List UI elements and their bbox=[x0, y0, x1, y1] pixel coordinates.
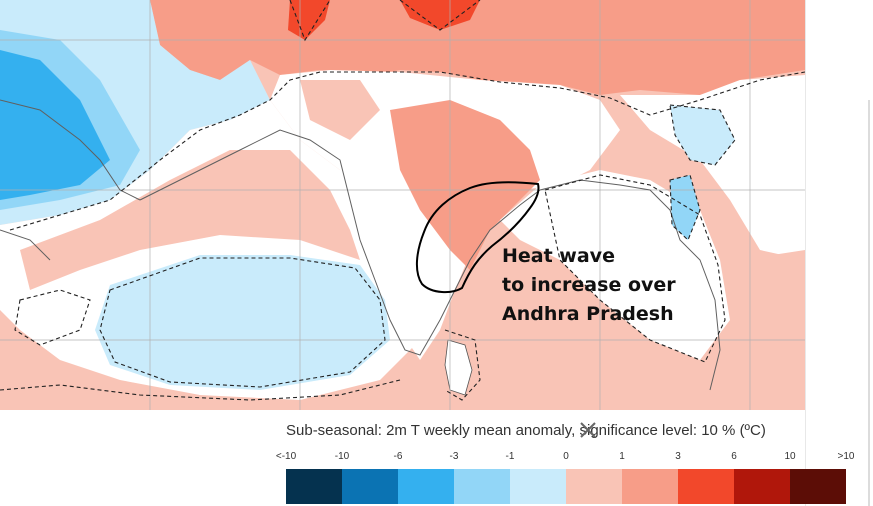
legend-swatch-9 bbox=[790, 469, 846, 504]
heat-wave-annotation: Heat wave to increase over Andhra Prades… bbox=[502, 242, 676, 329]
legend-swatch-4 bbox=[510, 469, 566, 504]
legend-tick-label: 0 bbox=[563, 451, 569, 462]
legend-tick-label: <-10 bbox=[275, 451, 297, 462]
legend-swatch-6 bbox=[622, 469, 678, 504]
sri-lanka bbox=[444, 339, 473, 396]
cool-region-arabia-deep bbox=[0, 50, 110, 200]
legend-tick-label: -6 bbox=[393, 451, 403, 462]
legend-swatch-1 bbox=[342, 469, 398, 504]
legend-tick-label: 6 bbox=[731, 451, 737, 462]
east-cool-patch-2 bbox=[670, 175, 700, 240]
cool-pool-arabian-sea bbox=[95, 255, 390, 390]
significance-contours bbox=[0, 0, 805, 401]
legend-swatch-7 bbox=[678, 469, 734, 504]
andhra-pradesh-outline bbox=[416, 181, 540, 294]
legend-tick-label: >10 bbox=[837, 451, 855, 462]
graticule bbox=[0, 0, 805, 410]
warm-region-central-india bbox=[390, 100, 540, 270]
legend-swatch-3 bbox=[454, 469, 510, 504]
hot-spot-north-1 bbox=[288, 0, 330, 40]
legend-tick-label: -1 bbox=[505, 451, 515, 462]
warm-band-arabian-sea bbox=[20, 150, 360, 290]
legend-title: Sub-seasonal: 2m T weekly mean anomaly, … bbox=[286, 422, 766, 439]
anomaly-map: Heat wave to increase over Andhra Prades… bbox=[0, 0, 805, 410]
annotation-line-1: Heat wave bbox=[502, 245, 615, 267]
legend-swatch-8 bbox=[734, 469, 790, 504]
legend-swatch-row bbox=[286, 469, 846, 504]
annotation-line-3: Andhra Pradesh bbox=[502, 303, 674, 325]
scrollbar-edge bbox=[868, 100, 870, 506]
east-white-region bbox=[620, 75, 805, 260]
warm-region-northwest-india bbox=[300, 80, 380, 140]
close-icon[interactable] bbox=[578, 420, 598, 440]
legend-swatch-0 bbox=[286, 469, 342, 504]
legend-tick-label: 3 bbox=[675, 451, 681, 462]
hot-spot-north-2 bbox=[400, 0, 480, 30]
annotation-line-2: to increase over bbox=[502, 274, 676, 296]
map-canvas bbox=[0, 0, 805, 410]
east-warm-patch bbox=[700, 250, 805, 410]
east-cool-patch bbox=[670, 105, 735, 165]
right-panel-edge bbox=[805, 0, 873, 506]
legend-tick-label: 10 bbox=[784, 451, 796, 462]
legend-panel: Sub-seasonal: 2m T weekly mean anomaly, … bbox=[264, 410, 854, 506]
legend-tick-row: <-10 -10 -6 -3 -1 0 1 3 6 10 >10 bbox=[264, 451, 864, 465]
legend-tick-label: -10 bbox=[334, 451, 350, 462]
legend-swatch-5 bbox=[566, 469, 622, 504]
legend-tick-label: -3 bbox=[449, 451, 459, 462]
coastlines bbox=[0, 99, 721, 391]
legend-swatch-2 bbox=[398, 469, 454, 504]
legend-tick-label: 1 bbox=[619, 451, 625, 462]
